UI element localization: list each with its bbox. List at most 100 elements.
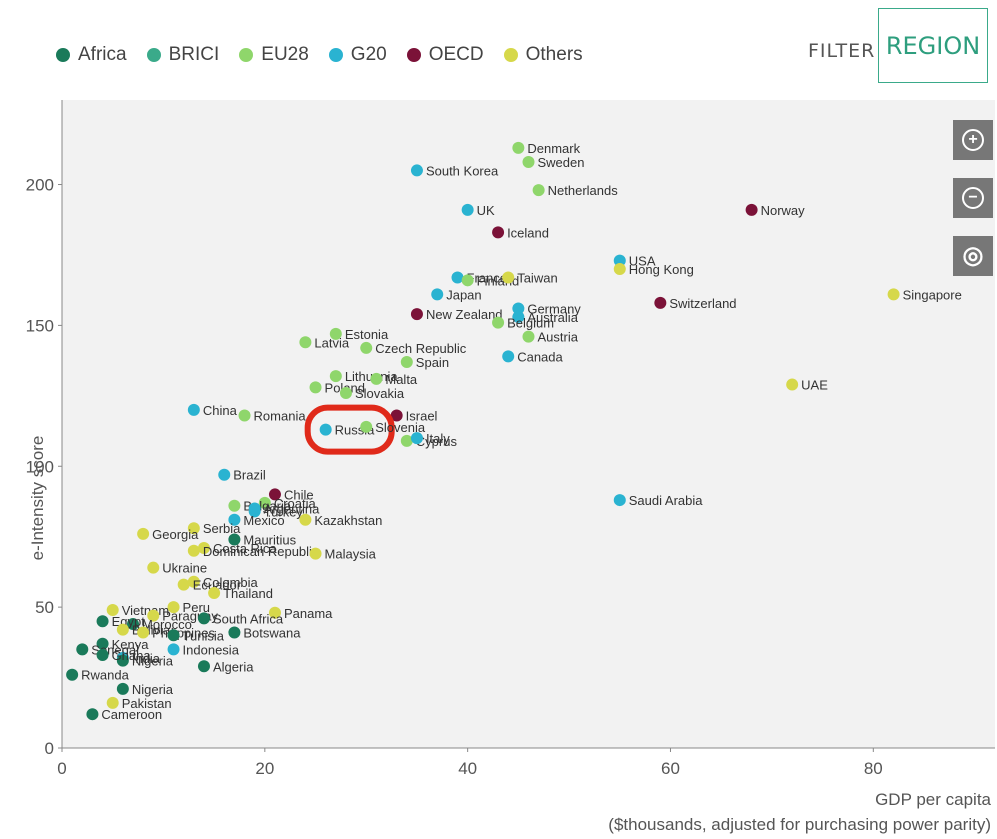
zoom-reset-icon: ◎ <box>962 242 984 269</box>
data-label: Ghana <box>112 648 152 663</box>
data-label: Croatia <box>274 496 317 511</box>
data-label: Iceland <box>507 225 549 240</box>
data-label: Canada <box>517 349 563 364</box>
data-point-algeria <box>197 660 210 673</box>
legend-dot-icon <box>503 48 518 62</box>
data-point-botswana <box>228 626 241 639</box>
data-label: Dominican Republic <box>203 544 319 559</box>
y-tick-label: 150 <box>26 316 54 335</box>
legend-item-africa[interactable]: Africa <box>56 44 127 66</box>
data-label: Panama <box>284 606 333 621</box>
data-point-uk <box>461 203 474 216</box>
data-label: Cyprus <box>416 434 458 449</box>
x-tick-label: 40 <box>458 759 477 778</box>
data-point-spain <box>400 356 413 369</box>
data-point-brazil <box>218 468 231 481</box>
data-label: Austria <box>538 330 579 345</box>
data-point-canada <box>502 350 515 363</box>
data-point-hong-kong <box>613 263 626 276</box>
plot-area <box>62 100 995 748</box>
data-label: Thailand <box>223 586 273 601</box>
data-point-bolivia <box>116 623 129 636</box>
data-label: Peru <box>183 600 210 615</box>
data-point-china <box>187 403 200 416</box>
legend-item-others[interactable]: Others <box>503 44 583 66</box>
data-label: Romania <box>254 409 307 424</box>
data-label: Tunisia <box>183 628 225 643</box>
data-label: Argentina <box>264 502 320 517</box>
data-label: Saudi Arabia <box>629 493 703 508</box>
zoom-in-button[interactable]: + <box>953 120 993 160</box>
y-tick-label: 50 <box>35 598 54 617</box>
data-label: Switzerland <box>669 296 736 311</box>
data-point-panama <box>268 606 281 619</box>
data-label: Malaysia <box>325 547 377 562</box>
data-label: Japan <box>446 287 481 302</box>
data-label: Sweden <box>538 155 585 170</box>
data-point-israel <box>390 409 403 422</box>
region-filter-button[interactable]: REGION <box>878 8 988 83</box>
legend-label: BRICI <box>168 44 220 65</box>
data-point-turkey <box>248 505 261 518</box>
zoom-out-icon: − <box>962 187 984 209</box>
y-tick-label: 0 <box>45 739 54 758</box>
data-point-czech-republic <box>360 341 373 354</box>
data-label: Italy <box>426 431 450 446</box>
legend-label: OECD <box>428 44 484 65</box>
data-point-kazakhstan <box>299 513 312 526</box>
legend-label: EU28 <box>261 44 309 65</box>
data-point-kenya <box>96 637 109 650</box>
data-label: Australia <box>527 310 578 325</box>
data-point-norway <box>745 203 758 216</box>
legend-item-oecd[interactable]: OECD <box>406 44 484 66</box>
data-point-rwanda <box>66 668 79 681</box>
data-label: Mexico <box>243 513 284 528</box>
data-point-bulgaria <box>228 499 241 512</box>
data-label: Estonia <box>345 327 389 342</box>
data-point-finland <box>461 274 474 287</box>
data-point-pakistan <box>106 696 119 709</box>
filter-label: FILTER <box>808 40 876 62</box>
data-label: Spain <box>416 355 449 370</box>
zoom-reset-button[interactable]: ◎ <box>953 236 993 276</box>
data-label: Nigeria <box>132 682 174 697</box>
data-point-ghana <box>96 649 109 662</box>
legend-item-g20[interactable]: G20 <box>328 44 387 66</box>
data-label: Botswana <box>243 625 301 640</box>
data-label: Hong Kong <box>629 262 694 277</box>
data-point-austria <box>522 330 535 343</box>
x-axis-title: GDP per capita <box>875 790 991 809</box>
data-point-south-korea <box>410 164 423 177</box>
data-point-poland <box>309 381 322 394</box>
data-point-ecuador <box>177 578 190 591</box>
data-point-netherlands <box>532 184 545 197</box>
data-point-georgia <box>137 527 150 540</box>
data-label: USA <box>629 254 656 269</box>
data-label: Turkey <box>264 504 304 519</box>
data-point-mauritius <box>228 533 241 546</box>
data-label: UAE <box>801 378 828 393</box>
data-point-singapore <box>887 288 900 301</box>
data-point-philippines <box>137 626 150 639</box>
data-point-dominican-republic <box>187 544 200 557</box>
data-point-germany <box>512 302 525 315</box>
data-point-nigeria <box>116 654 129 667</box>
data-point-tunisia <box>167 629 180 642</box>
data-point-romania <box>238 409 251 422</box>
data-label: Brazil <box>233 468 266 483</box>
data-point-cameroon <box>86 708 99 721</box>
x-axis-note: ($thousands, adjusted for purchasing pow… <box>608 815 991 834</box>
data-point-france <box>451 271 464 284</box>
x-tick-label: 20 <box>255 759 274 778</box>
y-tick-label: 200 <box>26 176 54 195</box>
legend-item-eu28[interactable]: EU28 <box>239 44 309 66</box>
x-tick-label: 0 <box>57 759 66 778</box>
legend-item-brici[interactable]: BRICI <box>146 44 220 66</box>
data-point-vietnam <box>106 603 119 616</box>
legend-dot-icon <box>146 48 161 62</box>
zoom-out-button[interactable]: − <box>953 178 993 218</box>
data-point-slovenia <box>360 420 373 433</box>
data-point-serbia <box>187 522 200 535</box>
data-label: Nigeria <box>132 654 174 669</box>
data-label: Slovakia <box>355 386 405 401</box>
